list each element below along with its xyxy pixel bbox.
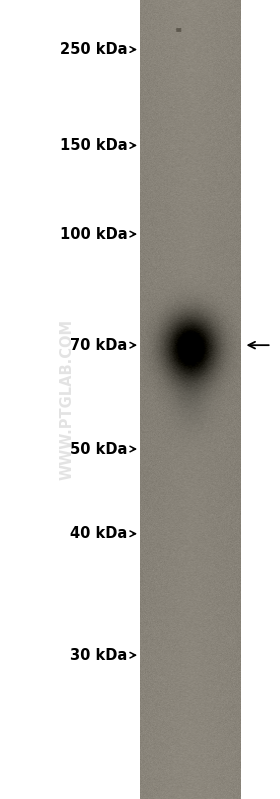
Text: 70 kDa: 70 kDa [70,338,127,352]
Text: 40 kDa: 40 kDa [70,527,127,541]
Text: WWW.PTGLAB.COM: WWW.PTGLAB.COM [60,319,75,480]
Text: 150 kDa: 150 kDa [60,138,127,153]
Text: 100 kDa: 100 kDa [60,227,127,241]
Text: 30 kDa: 30 kDa [70,648,127,662]
Text: 250 kDa: 250 kDa [60,42,127,57]
Text: 50 kDa: 50 kDa [70,442,127,456]
